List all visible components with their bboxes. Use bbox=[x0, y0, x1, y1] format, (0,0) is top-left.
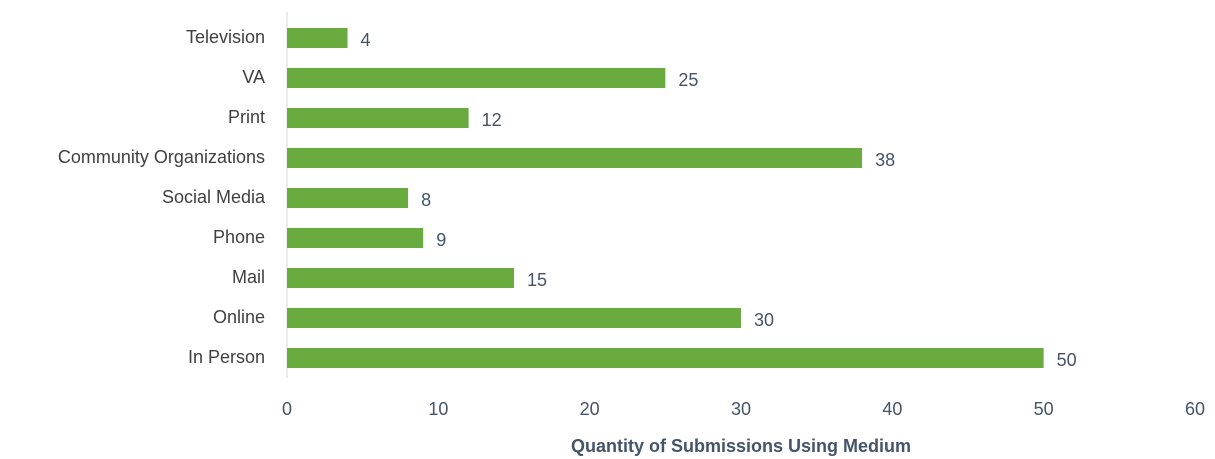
data-label: 4 bbox=[361, 30, 371, 50]
y-tick-label: Social Media bbox=[162, 187, 266, 207]
bar bbox=[287, 308, 741, 328]
x-tick-label: 20 bbox=[580, 399, 600, 419]
y-tick-label: VA bbox=[242, 67, 265, 87]
y-tick-label: In Person bbox=[188, 347, 265, 367]
y-tick-label: Mail bbox=[232, 267, 265, 287]
data-label: 12 bbox=[482, 110, 502, 130]
x-tick-label: 50 bbox=[1034, 399, 1054, 419]
x-tick-label: 30 bbox=[731, 399, 751, 419]
data-label: 15 bbox=[527, 270, 547, 290]
x-tick-label: 40 bbox=[882, 399, 902, 419]
data-label: 9 bbox=[436, 230, 446, 250]
y-tick-label: Community Organizations bbox=[58, 147, 265, 167]
bar bbox=[287, 348, 1044, 368]
bar bbox=[287, 228, 424, 248]
y-tick-label: Print bbox=[228, 107, 265, 127]
bar bbox=[287, 108, 469, 128]
data-label: 8 bbox=[421, 190, 431, 210]
bar bbox=[287, 68, 666, 88]
data-label: 30 bbox=[754, 310, 774, 330]
x-tick-label: 60 bbox=[1185, 399, 1205, 419]
x-tick-label: 10 bbox=[428, 399, 448, 419]
data-label: 38 bbox=[875, 150, 895, 170]
x-axis-label: Quantity of Submissions Using Medium bbox=[571, 436, 911, 456]
y-tick-label: Television bbox=[186, 27, 265, 47]
y-tick-label: Online bbox=[213, 307, 265, 327]
bar bbox=[287, 28, 348, 48]
y-tick-label: Phone bbox=[213, 227, 265, 247]
data-label: 25 bbox=[678, 70, 698, 90]
data-label: 50 bbox=[1057, 350, 1077, 370]
bar bbox=[287, 268, 514, 288]
bar bbox=[287, 188, 409, 208]
x-tick-label: 0 bbox=[282, 399, 292, 419]
bar bbox=[287, 148, 863, 168]
